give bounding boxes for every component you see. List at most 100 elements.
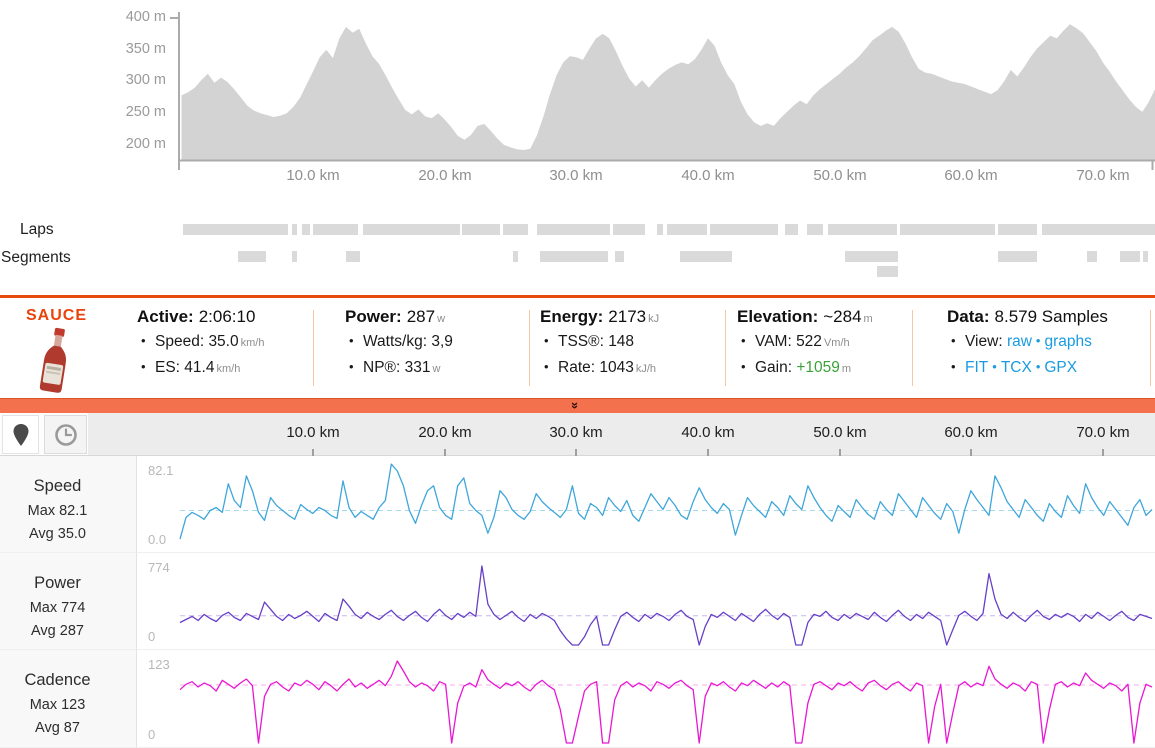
stat-item: • FIT • TCX • GPX [947, 359, 1108, 385]
y-max-label: 774 [148, 560, 170, 575]
collapse-bar[interactable]: » [0, 398, 1155, 413]
link-fit[interactable]: FIT [965, 359, 989, 376]
y-axis-label: 250 m [125, 104, 166, 120]
stats-column-elevation: Elevation: ~284 m • VAM: 522 Vm/h • Gain: +1059… [737, 307, 873, 385]
lap-bar[interactable] [998, 224, 1037, 235]
y-axis-label: 400 m [125, 9, 166, 25]
segment-bar[interactable] [346, 251, 360, 262]
graph-chart-area: 82.1 0.0 [137, 456, 1155, 553]
x-axis-label: 60.0 km [944, 424, 998, 441]
lap-bar[interactable] [302, 224, 310, 235]
link-raw[interactable]: raw [1006, 333, 1032, 350]
stat-item-value: 35.0 [208, 333, 239, 350]
y-axis-label: 300 m [125, 72, 166, 88]
segment-bar[interactable] [1087, 251, 1097, 262]
stat-item: • ES: 41.4 km/h [137, 359, 264, 385]
stats-divider [725, 310, 726, 386]
graph-avg-value: Avg 87 [35, 720, 80, 736]
link-gpx[interactable]: GPX [1044, 359, 1078, 376]
bullet-icon: • [951, 359, 956, 374]
y-axis-label: 350 m [125, 41, 166, 57]
segment-bar[interactable] [998, 251, 1037, 262]
link-graphs[interactable]: graphs [1044, 333, 1092, 350]
axis-tick [575, 449, 577, 456]
lap-bar[interactable] [807, 224, 823, 235]
stat-item-unit: m [841, 363, 852, 375]
stat-header: Power: 287 w [345, 307, 453, 333]
stat-item-value: 3,9 [431, 333, 453, 350]
graph-label-panel-cadence: Cadence Max 123 Avg 87 [0, 650, 137, 748]
lap-bar[interactable] [363, 224, 460, 235]
lap-bar[interactable] [313, 224, 358, 235]
lap-bar[interactable] [292, 224, 297, 235]
lap-bar[interactable] [828, 224, 897, 235]
speed-chart[interactable] [137, 456, 1155, 553]
graph-label-panel-speed: Speed Max 82.1 Avg 35.0 [0, 456, 137, 553]
segments-track-row2 [183, 266, 1155, 277]
lap-bar[interactable] [503, 224, 528, 235]
segment-bar[interactable] [540, 251, 608, 262]
graph-max-value: Max 123 [29, 697, 86, 713]
lap-bar[interactable] [462, 224, 500, 235]
segment-bar[interactable] [680, 251, 732, 262]
segment-bar[interactable] [845, 251, 898, 262]
graph-title: Power [34, 574, 81, 592]
y-max-label: 82.1 [148, 463, 174, 478]
segment-bar[interactable] [1120, 251, 1140, 262]
axis-tick [312, 449, 314, 456]
stat-header: Active: 2:06:10 [137, 307, 264, 333]
lap-bar[interactable] [785, 224, 798, 235]
axis-tick [970, 449, 972, 456]
stat-header-value: 2:06:10 [198, 307, 256, 326]
segment-bar[interactable] [513, 251, 518, 262]
y-min-label: 0 [148, 727, 156, 742]
stat-header: Elevation: ~284 m [737, 307, 873, 333]
stat-item-value: 1043 [599, 359, 634, 376]
graph-chart-area: 774 0 [137, 553, 1155, 650]
cadence-chart[interactable] [137, 650, 1155, 748]
link-tcx[interactable]: TCX [1000, 359, 1032, 376]
stat-item-unit: w [432, 363, 441, 375]
sauce-stats-bar: SAUCE Active: 2:06:10 • Speed: 35.0 km/h • ES:… [0, 295, 1155, 398]
lap-bar[interactable] [183, 224, 288, 235]
stat-item-label: VAM: [755, 333, 797, 350]
stat-item-unit: km/h [216, 363, 241, 375]
lap-bar[interactable] [710, 224, 778, 235]
stat-item: • Watts/kg: 3,9 [345, 333, 453, 359]
elevation-chart[interactable] [0, 0, 1155, 200]
stats-divider [529, 310, 530, 386]
lap-bar[interactable] [657, 224, 663, 235]
graph-row-power: Power Max 774 Avg 287 774 0 [0, 553, 1155, 650]
bullet-icon: • [1035, 359, 1041, 374]
graph-max-value: Max 82.1 [27, 503, 88, 519]
x-axis-label: 40.0 km [681, 167, 735, 184]
x-axis-label: 20.0 km [418, 167, 472, 184]
stat-header-unit: w [437, 313, 446, 325]
stat-header-label: Elevation: [737, 307, 819, 326]
stat-header: Energy: 2173 kJ [540, 307, 659, 333]
segment-bar[interactable] [877, 266, 898, 277]
stat-item-label: Watts/kg: [363, 333, 432, 350]
segment-bar[interactable] [615, 251, 624, 262]
graph-chart-area: 123 0 [137, 650, 1155, 748]
segment-bar[interactable] [1143, 251, 1148, 262]
stat-item-value: 148 [608, 333, 635, 350]
lap-bar[interactable] [613, 224, 645, 235]
stats-divider [912, 310, 913, 386]
stat-header-value: 8.579 Samples [994, 307, 1108, 326]
bullet-icon: • [141, 359, 146, 374]
power-chart[interactable] [137, 553, 1155, 650]
bullet-icon: • [951, 333, 956, 348]
clock-toggle-button[interactable] [44, 415, 87, 454]
stats-column-active: Active: 2:06:10 • Speed: 35.0 km/h • ES: 41.4 k… [137, 307, 264, 385]
lap-bar[interactable] [900, 224, 995, 235]
segment-bar[interactable] [292, 251, 297, 262]
lap-bar[interactable] [537, 224, 610, 235]
segment-bar[interactable] [238, 251, 266, 262]
graph-title: Speed [33, 477, 82, 495]
bullet-icon: • [1035, 333, 1041, 348]
lap-bar[interactable] [667, 224, 707, 235]
map-pin-toggle-button[interactable] [2, 415, 39, 454]
lap-bar[interactable] [1042, 224, 1155, 235]
x-axis-label: 10.0 km [286, 167, 340, 184]
